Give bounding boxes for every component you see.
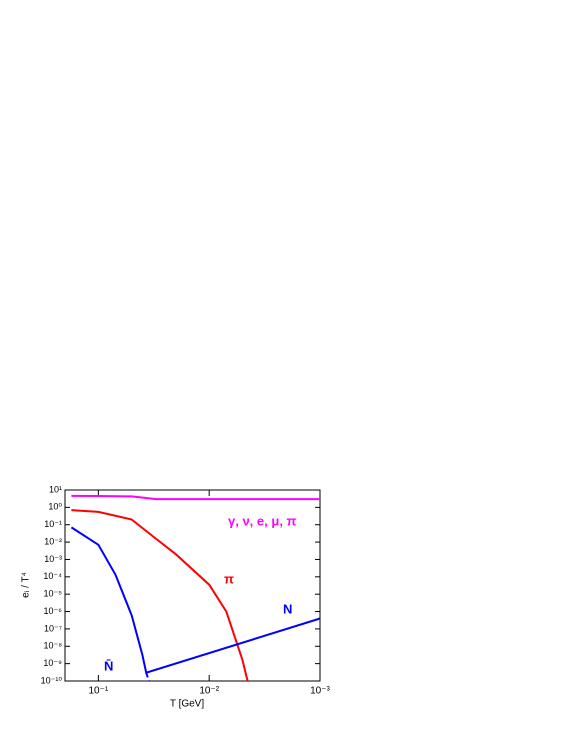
x-axis-label: T [GeV] [170,699,204,710]
y-tick-label: 10⁻¹ [44,519,62,529]
x-tick-label: 10⁻² [199,686,219,697]
y-axis-label: eᵢ / T⁴ [21,572,32,598]
y-tick-label: 10⁻² [44,536,62,546]
series-line [71,494,320,501]
y-tick-label: 10⁰ [48,502,62,512]
y-tick-label: 10⁻⁹ [43,658,62,668]
x-tick-label: 10⁻¹ [88,686,108,697]
x-tick-label: 10⁻³ [310,686,330,697]
y-tick-label: 10¹ [49,484,62,494]
series-line [145,672,150,682]
series-label: π [224,571,234,586]
series-label: N [283,601,292,616]
plot-frame [64,489,321,682]
y-tick-label: 10⁻⁷ [44,623,62,633]
y-tick-label: 10⁻⁵ [44,589,63,599]
y-tick-label: 10⁻⁸ [43,641,62,651]
series-line [71,509,249,682]
y-tick-label: 10⁻¹⁰ [41,675,63,685]
series-label: γ, ν, e, μ, π [228,513,297,528]
series-label: N̄ [104,658,113,673]
series-line [70,526,321,674]
y-tick-label: 10⁻³ [44,554,62,564]
y-tick-label: 10⁻⁴ [43,571,62,581]
y-tick-label: 10⁻⁶ [44,606,63,616]
